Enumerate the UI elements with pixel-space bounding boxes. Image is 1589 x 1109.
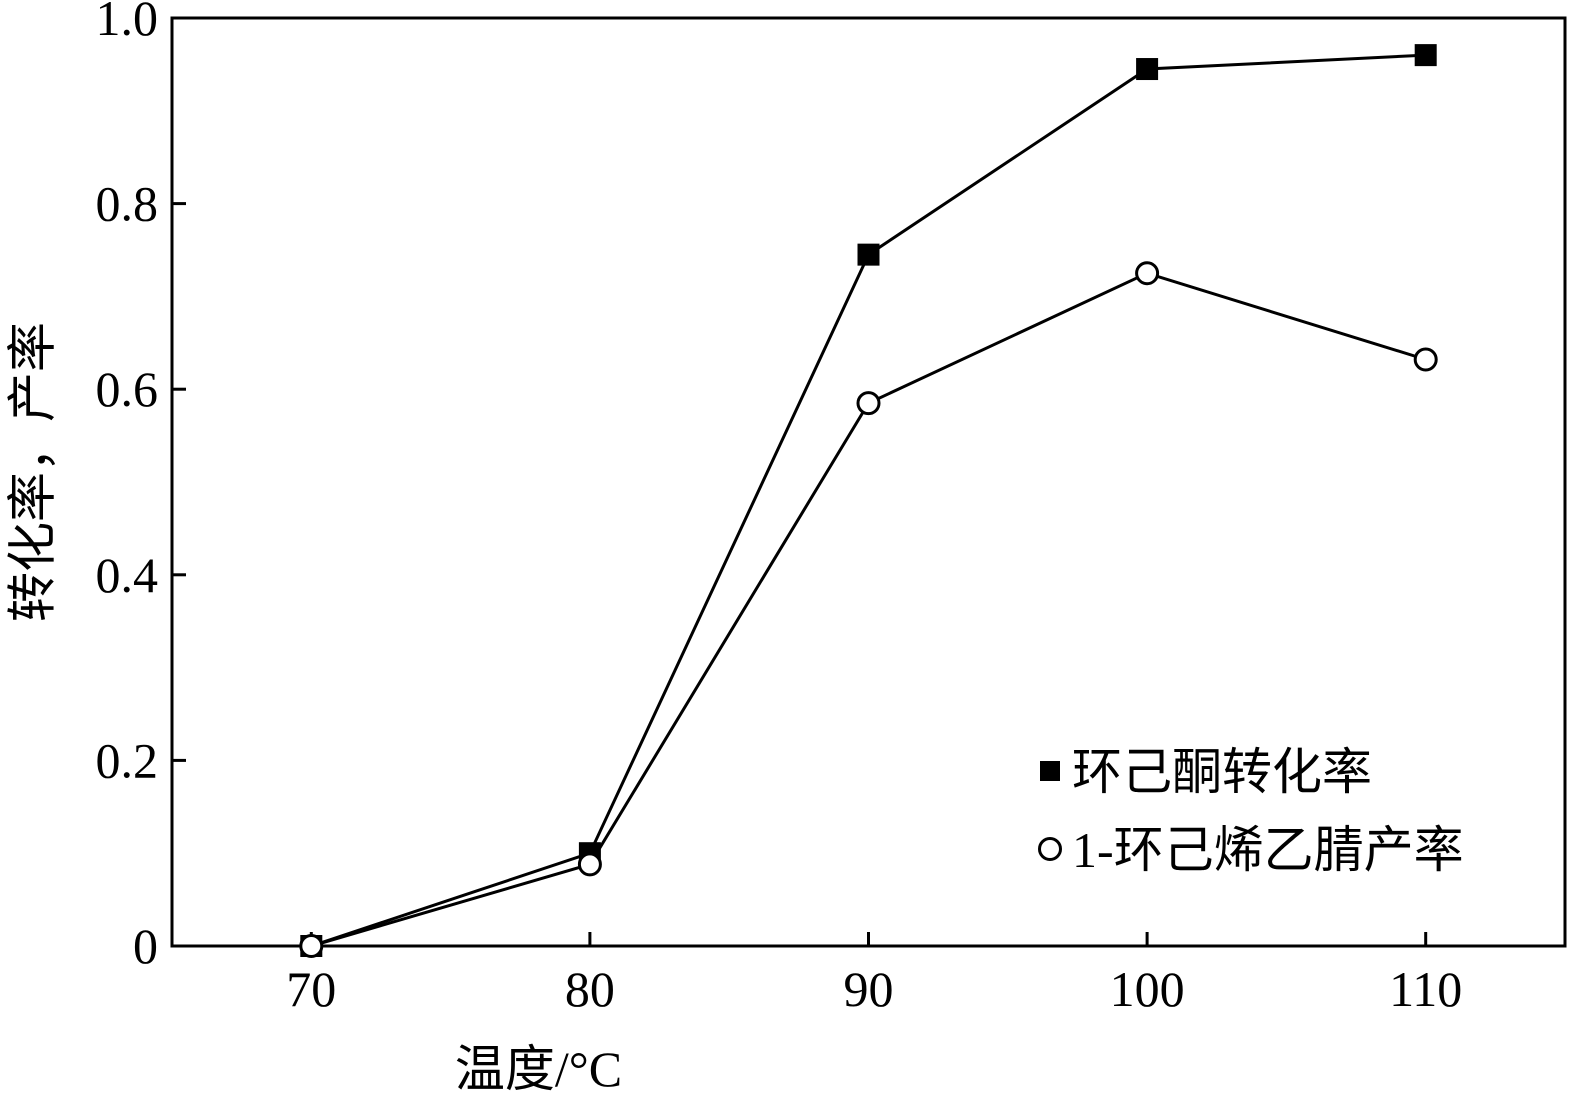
axes: 0 0.2 0.4 0.6 0.8 1.0 70 80 90 100 110 [96,0,1567,1017]
series-layer [299,44,1438,958]
y-tick-label: 0.8 [96,176,159,232]
x-tick-label: 100 [1110,961,1185,1017]
y-tick-label: 0.2 [96,732,159,788]
data-point-circle [1135,261,1160,286]
y-axis-label: 转化率，产率 [4,322,60,622]
y-tick-label: 0.4 [96,547,159,603]
x-axis-label: 温度/°C [455,1041,622,1097]
plot-frame [170,16,1567,948]
x-tick-label: 80 [565,961,615,1017]
x-tick-label: 110 [1389,961,1462,1017]
legend-marker-square [1040,761,1060,781]
x-tick-label: 90 [844,961,894,1017]
data-point-square [1136,58,1159,81]
data-point-circle [856,391,881,416]
series-2 [299,261,1438,958]
data-point-circle [577,852,602,877]
x-tick-label: 70 [286,961,336,1017]
y-tick-label: 1.0 [96,0,159,46]
series-line [310,53,1426,948]
data-point-circle [299,934,324,958]
y-tick-label: 0.6 [96,361,159,417]
legend-label: 环己酮转化率 [1072,744,1372,800]
data-point-circle [1413,347,1438,372]
series-1 [300,44,1437,957]
legend: 环己酮转化率 1-环己烯乙腈产率 [1038,744,1464,878]
y-tick-label: 0 [133,918,158,974]
data-point-square [857,243,880,266]
legend-marker-circle [1038,837,1062,861]
legend-label: 1-环己烯乙腈产率 [1072,822,1464,878]
data-point-square [1414,44,1437,67]
